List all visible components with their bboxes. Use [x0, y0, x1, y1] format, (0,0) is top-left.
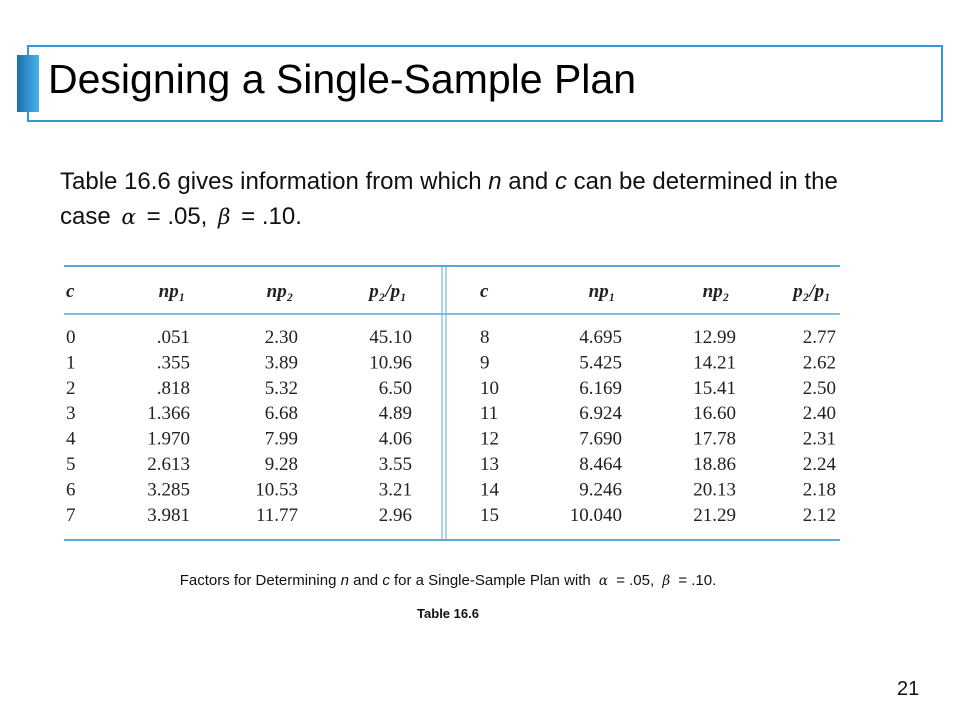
symbol: β	[218, 205, 231, 230]
table-cell: 21.29	[693, 505, 736, 526]
table-cell: 16.60	[693, 403, 736, 424]
column-header: p₂/p₁	[367, 281, 407, 302]
table-cell: 2.77	[803, 327, 836, 348]
table-cell: 17.78	[693, 429, 736, 450]
table-cell: 3.89	[265, 352, 298, 373]
table-cell: 9.28	[265, 454, 298, 475]
table-cell: 12.99	[693, 327, 736, 348]
table-cell: 2.12	[803, 505, 836, 526]
title-accent	[17, 55, 39, 112]
table-cell: 5.32	[265, 378, 298, 399]
symbol: α	[598, 573, 609, 589]
table-label: Table 16.6	[417, 606, 479, 621]
table-cell: 6.169	[579, 378, 622, 399]
column-header: np₂	[267, 281, 294, 302]
table-cell: 1.366	[147, 403, 190, 424]
table-cell: 9.246	[579, 479, 622, 500]
table-cell: 11	[480, 403, 498, 424]
table-cell: 2.31	[803, 429, 836, 450]
body-text: Table 16.6 gives information from which …	[60, 164, 860, 235]
table-cell: .818	[157, 378, 190, 399]
table-cell: 6	[66, 479, 76, 500]
table-cell: 18.86	[693, 454, 736, 475]
table-cell: 4.695	[579, 327, 622, 348]
table-cell: 4	[66, 429, 76, 450]
table-cell: 2.613	[147, 454, 190, 475]
table-cell: 20.13	[693, 479, 736, 500]
table-cell: 12	[480, 429, 499, 450]
column-header: np₂	[703, 281, 730, 302]
symbol: α	[121, 205, 136, 230]
table-cell: .051	[157, 327, 190, 348]
table-cell: 3.981	[147, 505, 190, 526]
table-cell: 6.50	[379, 378, 412, 399]
table-cell: 4.89	[379, 403, 412, 424]
table-cell: 10.96	[369, 352, 412, 373]
table-cell: 3.285	[147, 479, 190, 500]
table-cell: 10.53	[255, 479, 298, 500]
symbol: β	[662, 573, 671, 589]
table-cell: 10	[480, 378, 499, 399]
text: c	[382, 572, 390, 589]
table-cell: 2.96	[379, 505, 412, 526]
table-cell: 7	[66, 505, 76, 526]
column-header: np₁	[159, 281, 186, 302]
table-cell: 6.924	[579, 403, 622, 424]
text: n	[340, 572, 349, 589]
table-cell: 3	[66, 403, 76, 424]
text: = .05,	[612, 572, 659, 589]
table-cell: 3.21	[379, 479, 412, 500]
column-header: c	[66, 281, 75, 302]
column-header: np₁	[589, 281, 616, 302]
table-cell: 11.77	[256, 505, 298, 526]
table-cell: 1	[66, 352, 76, 373]
table-cell: 9	[480, 352, 490, 373]
text: can be determined in the case	[60, 168, 838, 230]
table-cell: 7.99	[265, 429, 298, 450]
text: = .05,	[139, 203, 215, 230]
table-cell: 45.10	[369, 327, 412, 348]
table-cell: 7.690	[579, 429, 622, 450]
page-number: 21	[897, 678, 920, 700]
table-cell: 2.30	[265, 327, 298, 348]
table-cell: 2.40	[803, 403, 836, 424]
column-header: c	[480, 281, 489, 302]
table-cell: 10.040	[570, 505, 622, 526]
text: Factors for Determining	[179, 572, 341, 589]
text: for a Single-Sample Plan with	[389, 572, 595, 589]
table-cell: 15.41	[693, 378, 736, 399]
caption: Factors for Determining n and c for a Si…	[0, 572, 896, 589]
text: n	[488, 168, 502, 195]
text: = .10.	[234, 203, 302, 230]
text: Table 16.6 gives information from which	[60, 168, 489, 195]
table-cell: 5.425	[579, 352, 622, 373]
text: and	[501, 168, 555, 195]
table-cell: 13	[480, 454, 499, 475]
table-cell: .355	[157, 352, 190, 373]
table-cell: 15	[480, 505, 499, 526]
table-cell: 2.18	[803, 479, 836, 500]
text: = .10.	[674, 572, 717, 589]
table-cell: 2.24	[803, 454, 837, 475]
table-cell: 14.21	[693, 352, 736, 373]
table-cell: 2.62	[803, 352, 836, 373]
table-cell: 4.06	[379, 429, 412, 450]
table-cell: 6.68	[265, 403, 298, 424]
table-cell: 3.55	[379, 454, 412, 475]
text: and	[348, 572, 383, 589]
table-cell: 8.464	[579, 454, 622, 475]
column-header: p₂/p₁	[791, 281, 831, 302]
table-cell: 8	[480, 327, 490, 348]
table-cell: 2.50	[803, 378, 836, 399]
table-cell: 2	[66, 378, 76, 399]
table-cell: 0	[66, 327, 76, 348]
table-cell: 14	[480, 479, 500, 500]
table-cell: 5	[66, 454, 76, 475]
table-cell: 1.970	[147, 429, 190, 450]
text: c	[554, 168, 567, 195]
slide-title: Designing a Single-Sample Plan	[48, 56, 637, 102]
